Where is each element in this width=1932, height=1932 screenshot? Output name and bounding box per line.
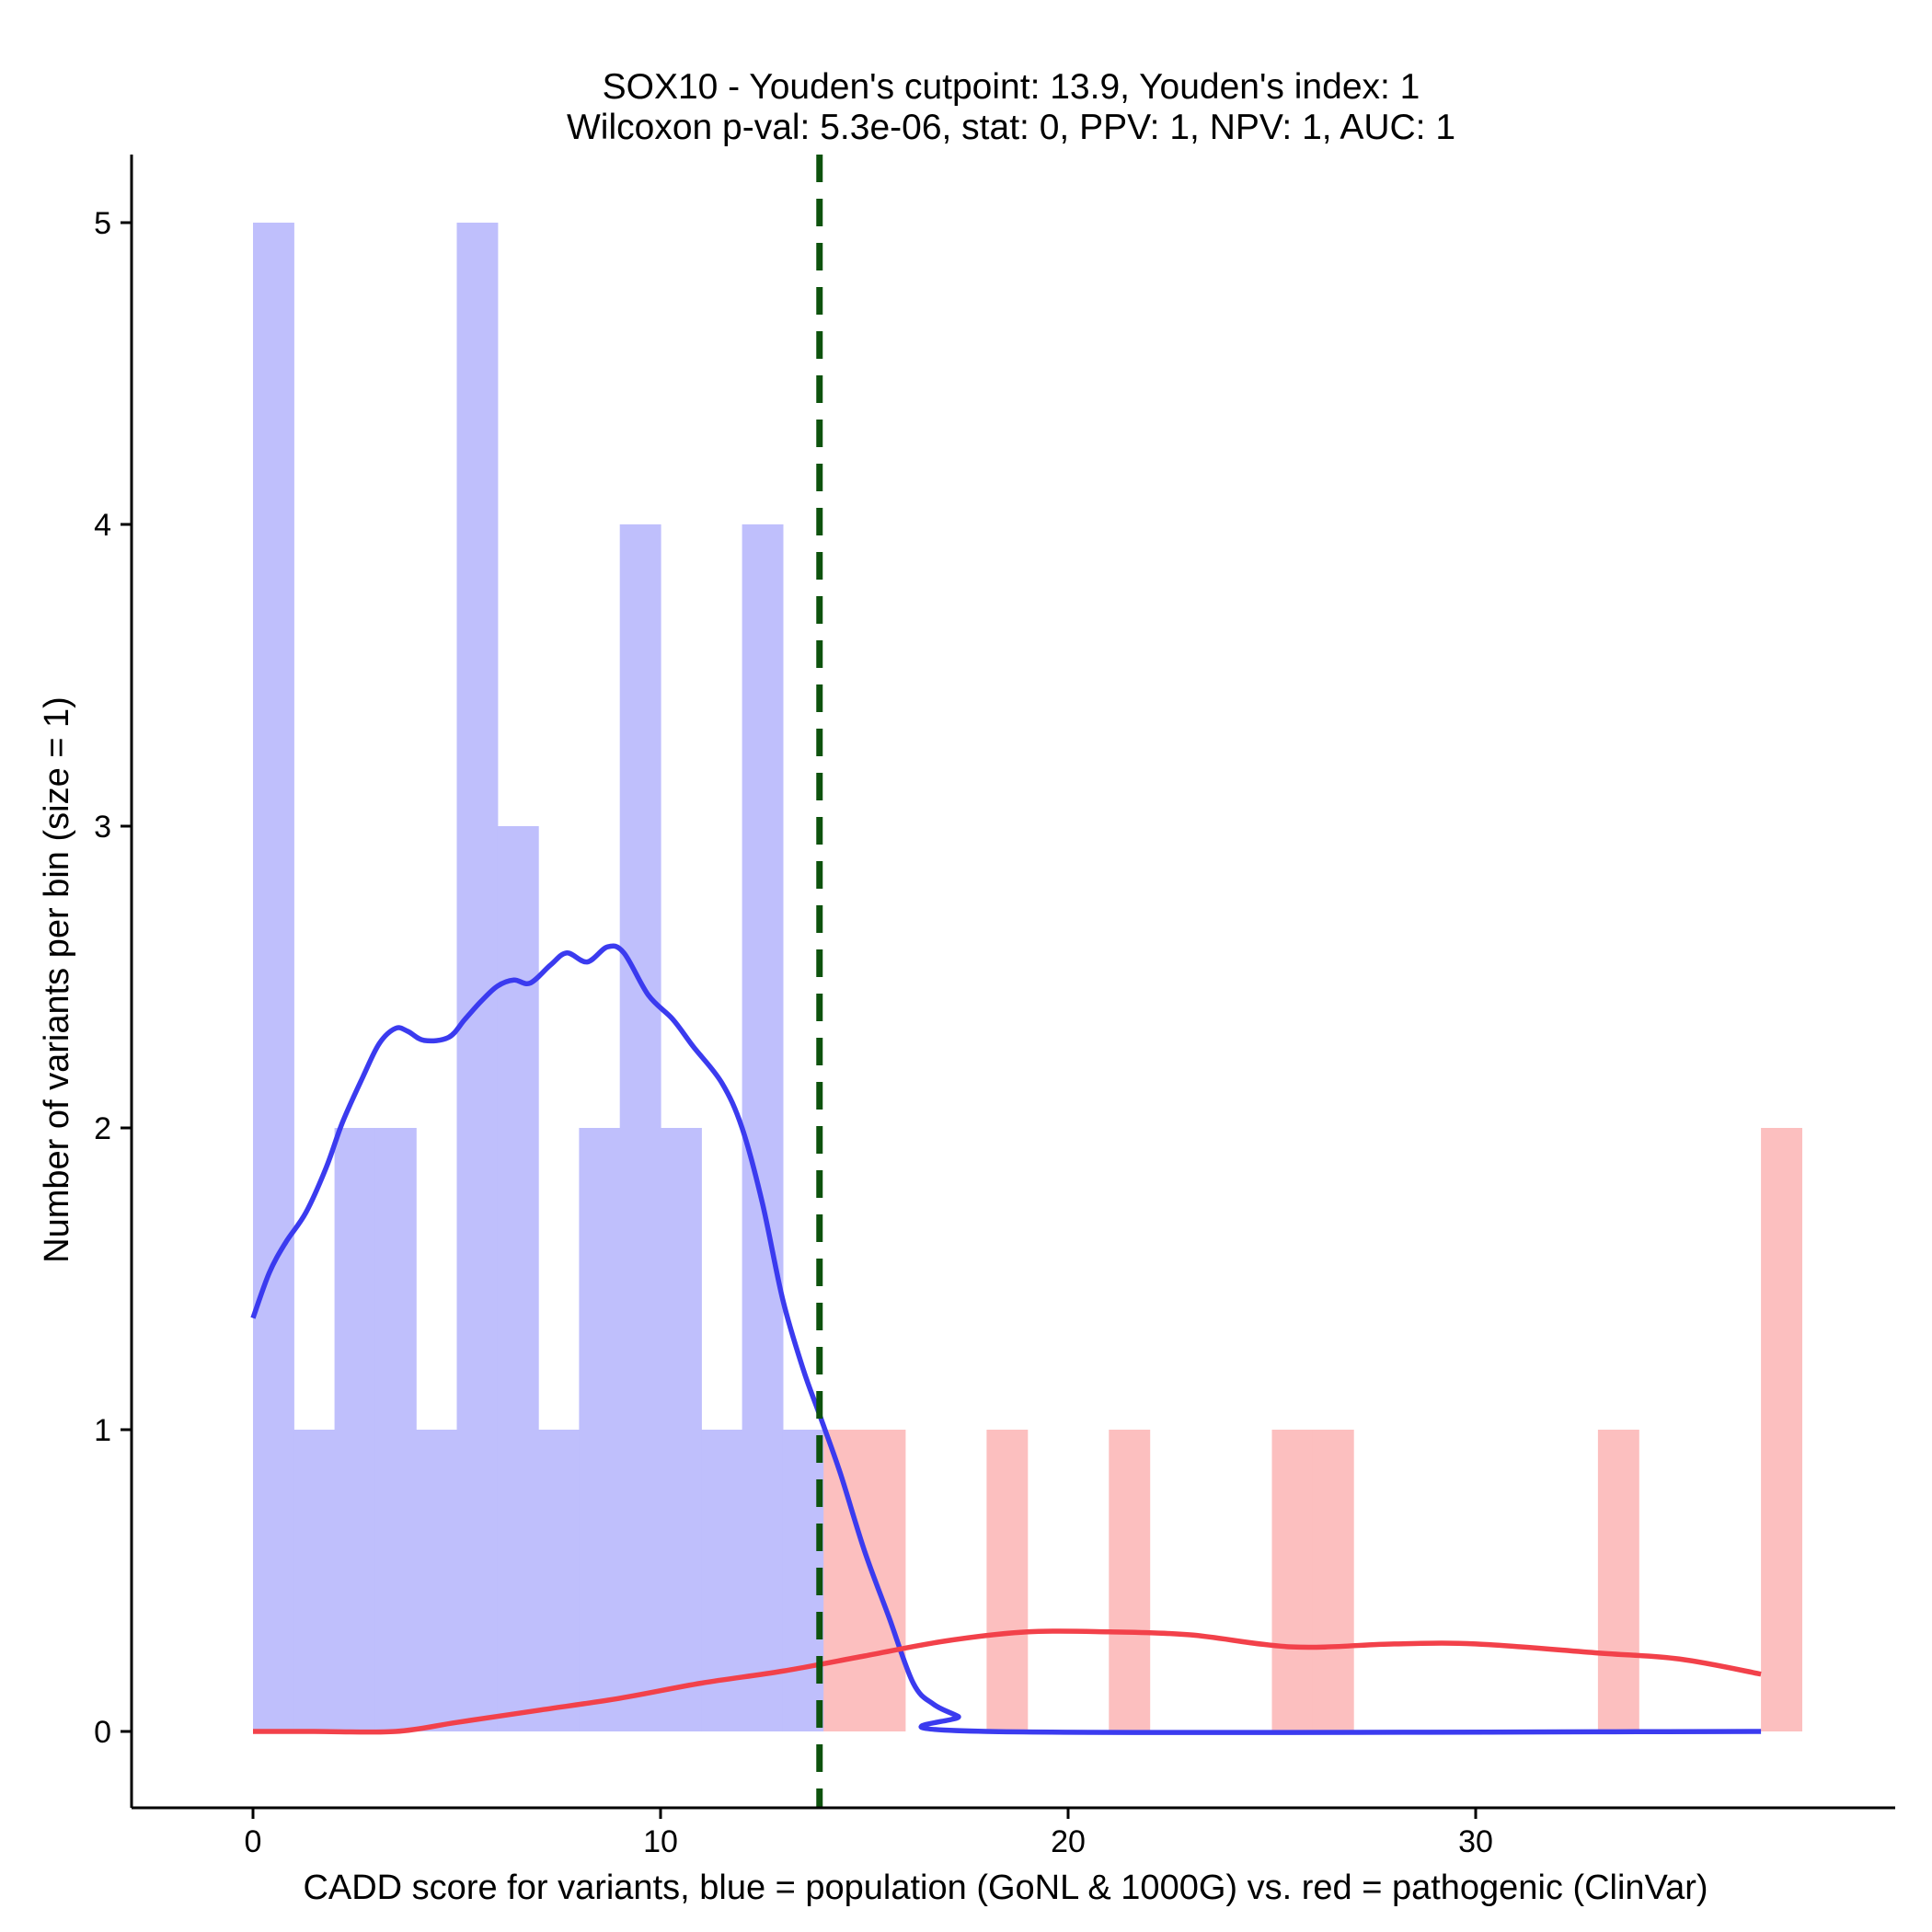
y-tick-label: 4 [94, 508, 111, 543]
pathogenic-density-curve [253, 1628, 1762, 1735]
pathogenic-bar [1761, 1128, 1802, 1731]
pathogenic-bar [864, 1430, 906, 1731]
pathogenic-bar [1597, 1430, 1639, 1731]
pathogenic-bar [1271, 1430, 1314, 1731]
population-bar [416, 1430, 458, 1731]
population-density-curve [250, 943, 1762, 1735]
population-bar [497, 826, 539, 1731]
population-bar [661, 1128, 702, 1731]
population-bar [579, 1128, 621, 1731]
population-bar [742, 524, 784, 1731]
x-axis-title: CADD score for variants, blue = populati… [303, 1869, 1708, 1907]
population-bar [334, 1128, 376, 1731]
population-bars [253, 223, 824, 1731]
population-bar [293, 1430, 336, 1731]
population-bar [374, 1128, 417, 1731]
chart-title: SOX10 - Youden's cutpoint: 13.9, Youden'… [603, 67, 1420, 107]
x-tick-label: 20 [1051, 1824, 1086, 1859]
y-tick-label: 5 [94, 206, 111, 241]
x-tick-label: 30 [1458, 1824, 1493, 1859]
pathogenic-bar [986, 1430, 1029, 1731]
population-bar [701, 1430, 743, 1731]
y-tick-label: 3 [94, 810, 111, 845]
pathogenic-bar [823, 1430, 866, 1731]
y-axis-title: Number of variants per bin (size = 1) [38, 696, 76, 1263]
pathogenic-bars [823, 1128, 1802, 1731]
y-tick-label: 0 [94, 1715, 111, 1750]
y-tick-label: 1 [94, 1413, 111, 1448]
x-tick-label: 0 [245, 1824, 262, 1859]
population-bar [538, 1430, 580, 1731]
x-axis-ticks: 0 10 20 30 [245, 1808, 1493, 1859]
pathogenic-bar [1312, 1430, 1354, 1731]
y-axis-ticks: 0 1 2 3 4 5 [94, 206, 132, 1750]
y-tick-label: 2 [94, 1111, 111, 1146]
chart-subtitle: Wilcoxon p-val: 5.3e-06, stat: 0, PPV: 1… [567, 108, 1455, 147]
pathogenic-bar [1109, 1430, 1151, 1731]
population-bar [619, 524, 661, 1731]
x-tick-label: 10 [643, 1824, 678, 1859]
population-bar [456, 223, 499, 1731]
population-bar [253, 223, 294, 1731]
